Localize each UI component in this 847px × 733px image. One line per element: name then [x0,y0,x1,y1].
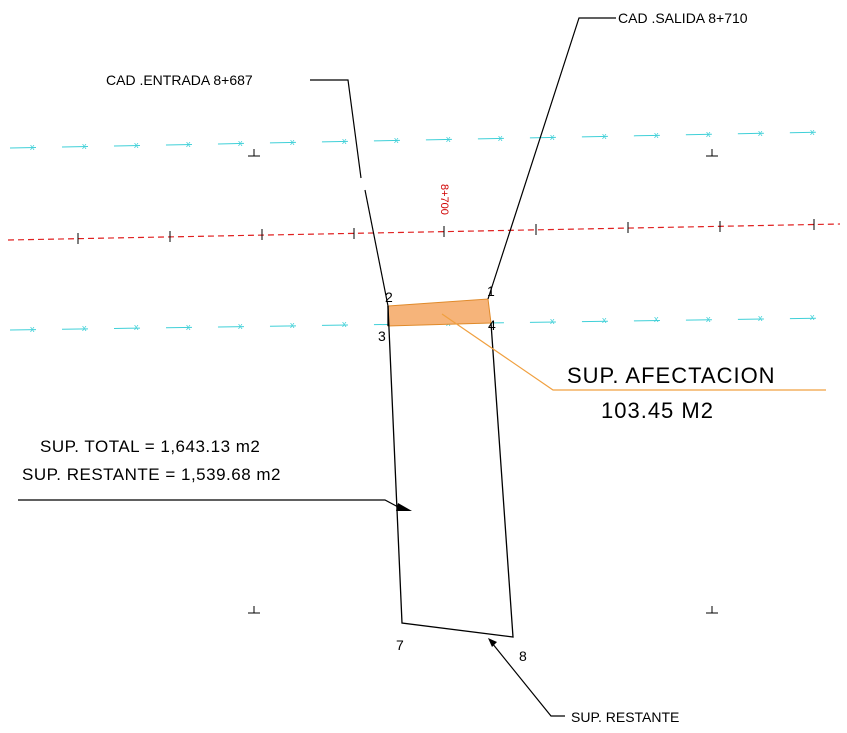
sup-total-leader [18,499,401,509]
sup-restante-label: SUP. RESTANTE [571,709,679,725]
affected-area [387,298,492,327]
sup-restante-line: SUP. RESTANTE = 1,539.68 m2 [22,465,281,484]
svg-text:x: x [186,139,191,149]
svg-text:x: x [706,129,711,139]
vertex-7: 7 [396,637,404,653]
sup-restante-arrowhead [488,638,497,647]
svg-text:x: x [342,319,347,329]
vertex-8: 8 [519,648,527,664]
vertex-3: 3 [378,328,386,344]
centerline [7,219,841,244]
svg-text:x: x [758,128,763,138]
svg-text:x: x [550,132,555,142]
svg-text:x: x [82,141,87,151]
svg-text:x: x [758,313,763,323]
survey-marks [248,149,718,614]
svg-text:x: x [30,142,35,152]
svg-text:x: x [498,133,503,143]
afectacion-value: 103.45 M2 [601,398,714,423]
svg-text:x: x [602,131,607,141]
svg-text:x: x [238,138,243,148]
sup-total-arrowhead [396,503,412,511]
entrada-leader [310,79,362,179]
svg-text:x: x [550,316,555,326]
sup-restante-leader [491,642,565,717]
salida-leader [487,17,616,300]
afectacion-title: SUP. AFECTACION [567,363,776,388]
svg-text:x: x [394,135,399,145]
svg-text:x: x [186,322,191,332]
svg-text:x: x [602,315,607,325]
svg-text:x: x [30,324,35,334]
svg-text:x: x [654,314,659,324]
svg-text:x: x [706,314,711,324]
vertex-2: 2 [385,289,393,305]
svg-text:x: x [810,312,815,322]
svg-text:x: x [82,323,87,333]
afectacion-leader [441,313,826,391]
svg-text:x: x [446,134,451,144]
lot-outline [387,305,514,638]
station-label: 8+700 [438,184,450,215]
entrada-label: CAD .ENTRADA 8+687 [106,72,253,88]
vertex-1: 1 [487,283,495,299]
salida-label: CAD .SALIDA 8+710 [618,10,748,26]
svg-text:x: x [654,130,659,140]
fence-line-upper: x x x x x x x x x x x x x x x x [9,127,831,152]
svg-text:x: x [290,320,295,330]
svg-text:x: x [342,136,347,146]
svg-text:x: x [810,127,815,137]
sup-total-label: SUP. TOTAL = 1,643.13 m2 [40,437,260,456]
svg-text:x: x [134,322,139,332]
vertex-4: 4 [488,317,496,333]
svg-text:x: x [238,321,243,331]
svg-text:x: x [290,137,295,147]
svg-text:x: x [134,140,139,150]
